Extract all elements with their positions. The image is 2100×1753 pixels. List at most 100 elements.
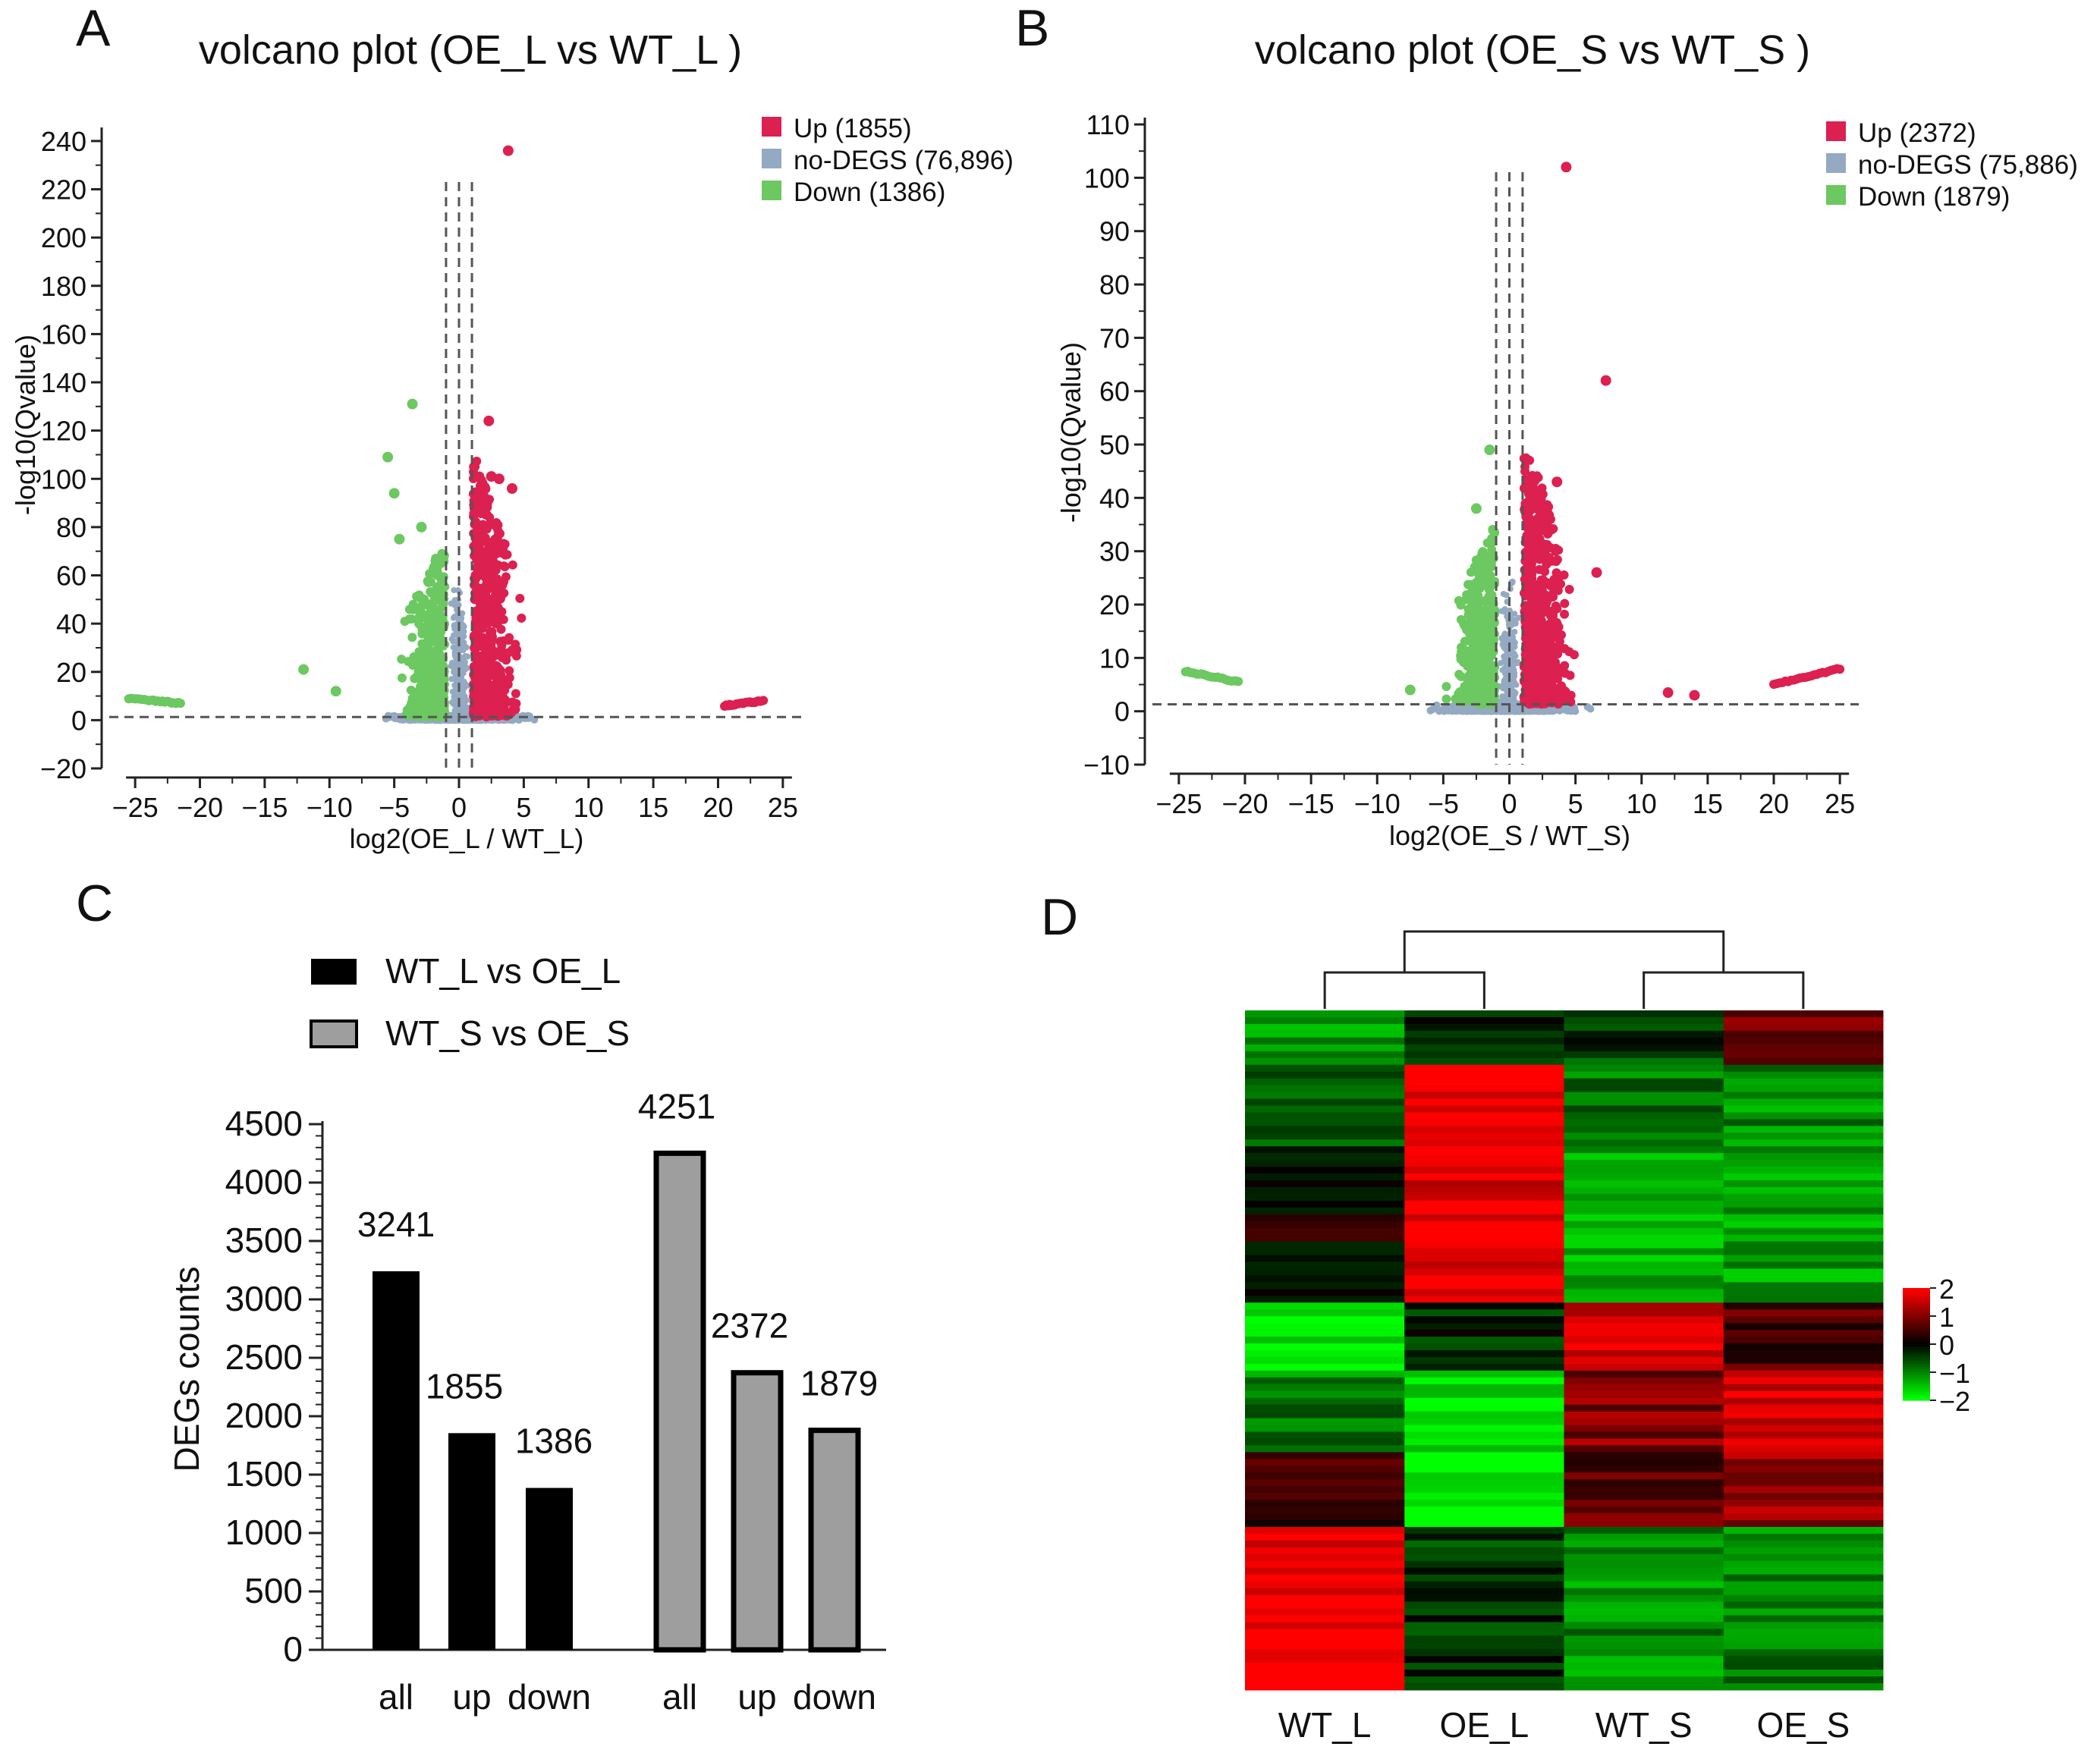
panel-b-point-up: [1689, 690, 1700, 701]
panel-a-point-down: [388, 488, 400, 499]
panel-a-letter: A: [76, 0, 111, 57]
panel-a-point-down: [411, 673, 421, 683]
panel-a-point-up: [483, 415, 495, 426]
panel-a-point-up: [499, 561, 509, 571]
panel-b-point-up: [1662, 687, 1674, 699]
panel-a-point-up: [478, 478, 488, 488]
panel-a-point-up: [491, 666, 501, 676]
panel-b-point-tail-down: [1234, 677, 1243, 686]
panel-a-point-up: [469, 462, 479, 472]
panel-b-point-up: [1545, 674, 1555, 684]
panel-a-point-up: [493, 473, 505, 485]
panel-a-volcano-plot: A volcano plot (OE_L vs WT_L ) −20020406…: [10, 0, 1014, 854]
panel-a-point-up: [481, 690, 491, 699]
panel-b-point-up: [1543, 687, 1553, 697]
panel-a-x-tick-label: 0: [451, 792, 467, 823]
panel-a-legend-swatch-down: [762, 181, 781, 200]
panel-b-point-down: [1441, 681, 1451, 691]
panel-b-point-up: [1531, 677, 1541, 687]
panel-b-point-up: [1528, 551, 1538, 561]
panel-b-point-up: [1526, 500, 1536, 510]
panel-a-point-nodeg: [455, 602, 462, 608]
panel-b-point-nodeg: [1503, 680, 1510, 687]
panel-a-point-nodeg: [460, 711, 467, 718]
panel-b-point-up: [1551, 601, 1561, 611]
panel-a-point-tail-up: [759, 696, 769, 705]
panel-b-letter: B: [1015, 0, 1049, 57]
panel-b-y-tick-label: −10: [1083, 749, 1130, 781]
panel-a-point-down: [426, 613, 436, 623]
panel-a-point-nodeg: [452, 672, 459, 679]
panel-a-point-down: [417, 689, 427, 699]
panel-b-point-down: [1456, 614, 1466, 624]
panel-b-point-up: [1533, 485, 1542, 495]
panel-b-y-tick-label: 30: [1099, 536, 1130, 567]
panel-b-point-up: [1566, 690, 1576, 700]
panel-b-point-up: [1525, 570, 1535, 580]
panel-b-volcano-plot: B volcano plot (OE_S vs WT_S ) −10010203…: [1015, 0, 2078, 851]
panel-b-point-tail-up: [1835, 664, 1845, 674]
panel-b-point-down: [1482, 625, 1492, 635]
panel-a-point-up: [473, 705, 483, 715]
panel-a-point-up: [483, 619, 493, 629]
panel-a-plot-area: −20020406080100120140160180200220240−25−…: [40, 126, 801, 823]
panel-a-point-down: [430, 655, 440, 664]
panel-a-point-up: [482, 524, 492, 534]
panel-a-point-nodeg: [384, 712, 392, 720]
panel-a-point-down: [440, 582, 450, 592]
panel-a-point-up: [487, 627, 497, 636]
panel-a-point-down: [427, 683, 437, 693]
panel-a-point-up: [496, 624, 506, 634]
panel-a-point-down: [423, 577, 433, 587]
panel-b-point-down: [1479, 576, 1489, 586]
panel-a-point-up: [501, 655, 511, 665]
panel-b-point-nodeg: [1508, 666, 1515, 673]
panel-a-point-up: [515, 593, 525, 603]
panel-b-y-tick-label: 0: [1114, 696, 1130, 727]
panel-b-point-up: [1569, 650, 1579, 660]
panel-a-point-up: [501, 680, 511, 690]
panel-a-y-tick-label: 60: [56, 561, 86, 592]
panel-b-point-up: [1540, 590, 1550, 600]
panel-a-point-nodeg: [453, 691, 460, 698]
panel-a-point-down: [407, 398, 418, 410]
panel-b-point-down: [1451, 694, 1460, 704]
panel-b-point-up: [1538, 600, 1548, 610]
panel-a-x-tick-label: −10: [307, 792, 353, 823]
panel-b-point-up: [1535, 520, 1545, 529]
panel-a-x-tick-label: −25: [112, 792, 159, 823]
panel-b-point-up: [1523, 637, 1533, 647]
panel-a-point-up: [489, 682, 498, 692]
panel-a-point-up: [477, 611, 487, 620]
panel-a-y-tick-label: 140: [41, 367, 86, 398]
panel-b-point-down: [1404, 684, 1416, 696]
panel-b-point-down: [1469, 632, 1479, 642]
panel-a-point-nodeg: [460, 689, 467, 696]
panel-a-point-down: [397, 673, 407, 683]
panel-a-y-tick-label: 200: [41, 222, 86, 253]
panel-b-point-up: [1561, 162, 1572, 173]
panel-a-y-tick-label: 180: [41, 271, 86, 302]
panel-b-point-down: [1473, 685, 1483, 695]
panel-a-x-tick-label: 20: [703, 792, 733, 823]
panel-a-point-up: [477, 654, 487, 664]
panel-b-point-nodeg: [1512, 620, 1519, 627]
panel-a-point-up: [473, 529, 483, 539]
panel-b-point-nodeg: [1445, 705, 1453, 713]
panel-b-point-up: [1564, 584, 1574, 594]
panel-a-point-up: [483, 502, 492, 512]
panel-a-point-up: [504, 635, 514, 645]
panel-a-point-nodeg: [460, 646, 467, 653]
panel-a-point-down: [412, 708, 422, 718]
panel-b-point-down: [1484, 445, 1495, 456]
panel-a-legend-down: Down (1386): [794, 177, 945, 207]
panel-a-point-up: [511, 651, 521, 661]
panel-a-y-tick-label: −20: [40, 753, 86, 784]
panel-a-point-down: [404, 657, 413, 667]
panel-a-point-down: [417, 639, 427, 649]
panel-a-x-tick-label: 5: [516, 792, 531, 823]
panel-a-point-up: [507, 482, 518, 494]
panel-a-point-nodeg: [452, 696, 459, 702]
panel-b-point-up: [1555, 636, 1564, 646]
panel-a-point-up: [511, 689, 520, 699]
